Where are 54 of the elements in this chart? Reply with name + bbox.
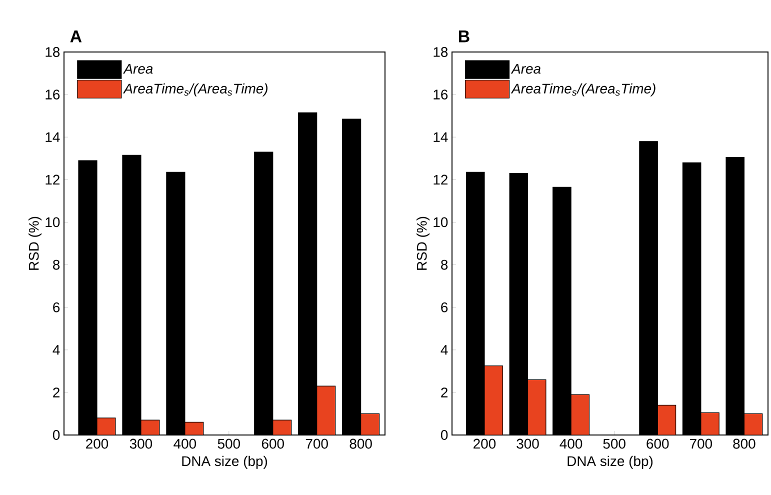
bar — [744, 413, 763, 435]
x-tick-label: 500 — [218, 438, 240, 449]
y-tick-label: 8 — [441, 260, 448, 270]
bar — [316, 386, 336, 435]
bar — [272, 420, 292, 435]
y-tick-label: 0 — [52, 430, 60, 440]
y-tick-label: 12 — [434, 174, 448, 185]
y-tick-label: 2 — [53, 388, 60, 398]
bar — [184, 422, 204, 435]
x-tick-label: 500 — [603, 438, 626, 449]
y-tick-label: 4 — [440, 345, 448, 355]
y-tick-label: 10 — [46, 217, 60, 228]
y-axis-title: RSD (%) — [28, 216, 42, 270]
y-tick-label: 18 — [46, 47, 60, 57]
x-tick-label: 600 — [262, 438, 284, 449]
y-tick-label: 8 — [53, 260, 60, 270]
y-tick-label: 2 — [441, 388, 448, 398]
y-tick-label: 14 — [434, 132, 448, 142]
legend-label: Area — [510, 64, 541, 74]
y-tick-label: 10 — [434, 217, 448, 228]
y-tick-label: 0 — [440, 430, 448, 440]
y-tick-label: 18 — [434, 47, 448, 57]
legend-label: AreaTime$_{s}$/(Area$_{s}$Time) — [123, 83, 268, 96]
x-tick-label: 800 — [350, 438, 372, 449]
y-tick-label: 14 — [46, 132, 60, 142]
x-tick-label: 600 — [646, 438, 669, 449]
bar — [700, 412, 720, 435]
bar — [484, 366, 503, 435]
x-tick-label: 300 — [130, 438, 152, 449]
y-tick-label: 16 — [46, 90, 60, 100]
x-tick-label: 200 — [86, 438, 108, 449]
x-tick-label: 400 — [174, 438, 196, 449]
x-tick-label: 800 — [733, 438, 756, 449]
legend-label: AreaTime$_{s}$/(Area$_{s}$Time) — [510, 83, 656, 96]
bar — [571, 394, 590, 435]
bar — [360, 413, 380, 435]
y-tick-label: 12 — [46, 174, 60, 185]
y-tick-label: 6 — [53, 302, 60, 312]
y-tick-label: 4 — [52, 345, 60, 355]
chart-title: B — [458, 30, 470, 42]
x-tick-label: 300 — [516, 438, 539, 449]
x-tick-label: 200 — [474, 438, 496, 449]
x-tick-label: 700 — [690, 438, 712, 449]
bar — [657, 404, 676, 435]
y-tick-label: 6 — [441, 302, 448, 312]
y-axis-title: RSD (%) — [416, 216, 430, 270]
x-axis-title: DNA size (bp) — [182, 456, 268, 469]
legend-label: Area — [123, 64, 153, 74]
x-tick-label: 400 — [560, 438, 582, 449]
bar — [528, 380, 546, 435]
x-tick-label: 700 — [306, 438, 328, 449]
y-tick-label: 16 — [434, 90, 448, 100]
x-axis-title: DNA size (bp) — [568, 456, 653, 469]
chart-title: A — [70, 30, 82, 42]
